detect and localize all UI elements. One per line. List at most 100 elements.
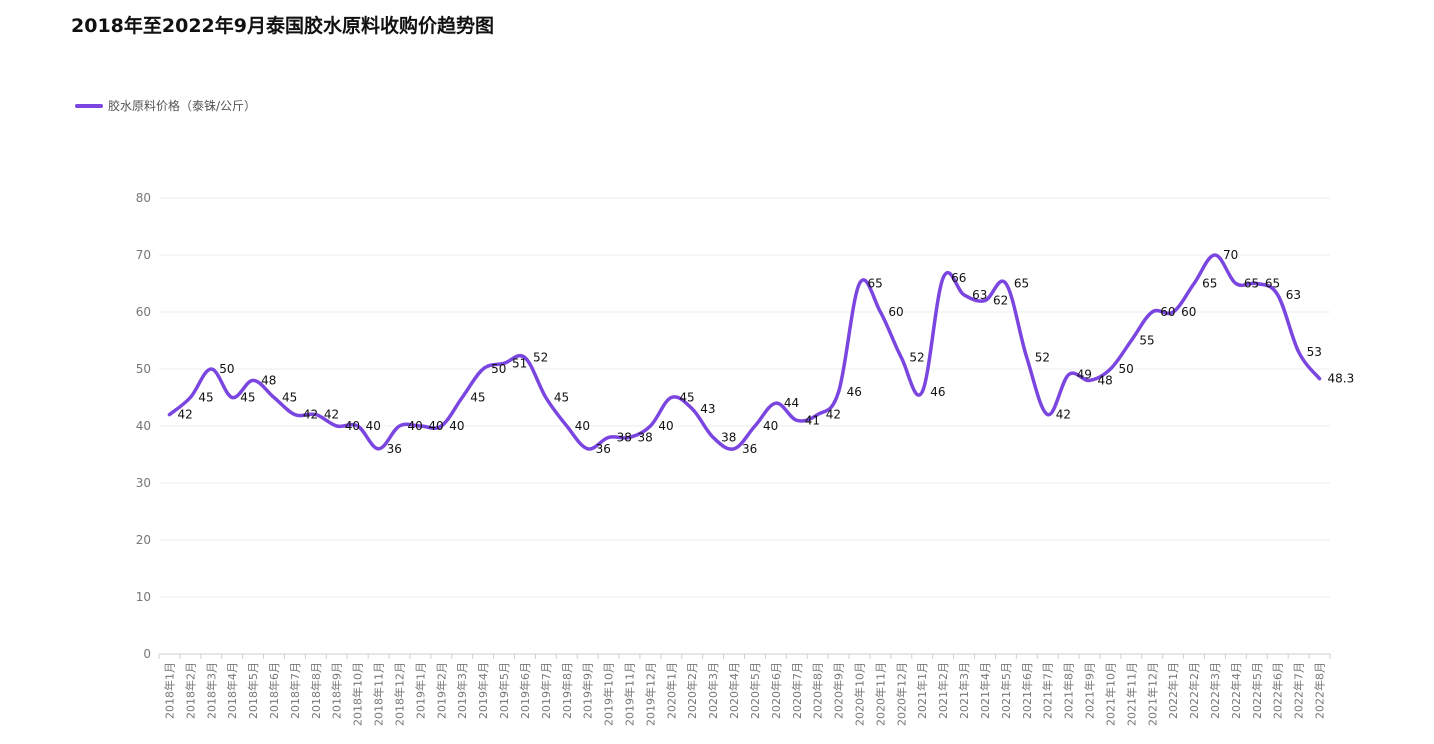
x-tick-label: 2021年4月 (978, 662, 992, 719)
x-tick-label: 2020年10月 (853, 662, 867, 726)
data-label: 60 (1160, 305, 1175, 319)
data-label: 60 (888, 305, 903, 319)
x-tick-label: 2018年6月 (267, 662, 281, 719)
data-label: 65 (1202, 277, 1217, 291)
data-label: 40 (407, 419, 422, 433)
x-tick-label: 2018年5月 (246, 662, 260, 719)
y-tick-label: 10 (136, 590, 151, 604)
x-tick-label: 2018年12月 (392, 662, 406, 726)
x-tick-label: 2021年12月 (1145, 662, 1159, 726)
x-tick-label: 2020年12月 (894, 662, 908, 726)
y-tick-label: 30 (136, 476, 151, 490)
y-axis: 0 10 20 30 40 50 60 70 80 (136, 191, 151, 661)
x-tick-label: 2022年8月 (1313, 662, 1327, 719)
data-label: 46 (930, 385, 945, 399)
y-tick-label: 50 (136, 362, 151, 376)
data-label: 42 (177, 408, 192, 422)
data-label: 62 (993, 294, 1008, 308)
x-tick-label: 2018年1月 (162, 662, 176, 719)
data-label: 38 (721, 430, 736, 444)
data-label: 40 (575, 419, 590, 433)
x-tick-label: 2019年10月 (602, 662, 616, 726)
x-tick-label: 2021年11月 (1124, 662, 1138, 726)
x-tick-label: 2018年2月 (183, 662, 197, 719)
x-tick-label: 2019年11月 (622, 662, 636, 726)
x-tick-label: 2021年2月 (936, 662, 950, 719)
data-label: 50 (219, 362, 234, 376)
x-tick-label: 2019年3月 (455, 662, 469, 719)
data-label: 48 (1098, 373, 1113, 387)
data-label: 45 (554, 391, 569, 405)
data-label: 40 (366, 419, 381, 433)
x-tick-label: 2019年2月 (434, 662, 448, 719)
data-label: 38 (617, 430, 632, 444)
x-tick-label: 2018年3月 (204, 662, 218, 719)
x-tick-label: 2022年4月 (1229, 662, 1243, 719)
x-tick-label: 2021年6月 (1020, 662, 1034, 719)
data-label: 43 (700, 402, 715, 416)
data-label: 48 (261, 373, 276, 387)
series-layer (167, 253, 1322, 451)
x-tick-label: 2020年1月 (664, 662, 678, 719)
data-label: 52 (909, 351, 924, 365)
x-tick-label: 2018年4月 (225, 662, 239, 719)
x-tick-label: 2020年5月 (748, 662, 762, 719)
x-tick-label: 2018年10月 (351, 662, 365, 726)
data-label: 36 (387, 442, 402, 456)
data-label: 65 (868, 277, 883, 291)
data-label: 65 (1244, 277, 1259, 291)
data-label: 40 (658, 419, 673, 433)
data-label: 42 (303, 408, 318, 422)
data-label: 45 (679, 391, 694, 405)
x-tick-label: 2019年5月 (497, 662, 511, 719)
y-tick-label: 40 (136, 419, 151, 433)
x-tick-label: 2019年8月 (560, 662, 574, 719)
series-line[interactable] (167, 253, 1322, 451)
x-tick-label: 2022年6月 (1271, 662, 1285, 719)
x-tick-label: 2022年5月 (1250, 662, 1264, 719)
data-label: 40 (449, 419, 464, 433)
x-tick-label: 2019年12月 (643, 662, 657, 726)
data-label: 46 (847, 385, 862, 399)
x-tick-label: 2021年5月 (999, 662, 1013, 719)
data-label: 52 (1035, 351, 1050, 365)
legend[interactable]: 胶水原料价格（泰铢/公斤） (75, 97, 256, 114)
x-tick-label: 2021年8月 (1062, 662, 1076, 719)
data-label: 53 (1307, 345, 1322, 359)
data-label: 50 (1118, 362, 1133, 376)
data-label: 60 (1181, 305, 1196, 319)
x-tick-label: 2018年8月 (309, 662, 323, 719)
data-label: 63 (972, 288, 987, 302)
y-tick-label: 70 (136, 248, 151, 262)
x-tick-label: 2020年4月 (727, 662, 741, 719)
data-label: 52 (533, 351, 548, 365)
x-tick-label: 2020年2月 (685, 662, 699, 719)
x-tick-label: 2021年7月 (1041, 662, 1055, 719)
data-label: 51 (512, 356, 527, 370)
y-tick-label: 20 (136, 533, 151, 547)
x-tick-label: 2020年7月 (790, 662, 804, 719)
data-label: 40 (345, 419, 360, 433)
x-tick-label: 2019年9月 (581, 662, 595, 719)
x-tick-label: 2019年4月 (476, 662, 490, 719)
data-label: 42 (826, 408, 841, 422)
x-tick-label: 2021年1月 (915, 662, 929, 719)
x-tick-label: 2021年10月 (1103, 662, 1117, 726)
data-label: 44 (784, 396, 799, 410)
x-tick-label: 2022年7月 (1292, 662, 1306, 719)
data-label: 42 (1056, 408, 1071, 422)
x-tick-label: 2021年3月 (957, 662, 971, 719)
x-tick-label: 2020年8月 (811, 662, 825, 719)
legend-label: 胶水原料价格（泰铢/公斤） (108, 99, 257, 113)
data-label: 45 (470, 391, 485, 405)
x-tick-label: 2019年7月 (539, 662, 553, 719)
data-label: 65 (1014, 277, 1029, 291)
data-label: 45 (282, 391, 297, 405)
data-label: 55 (1139, 334, 1154, 348)
data-label: 66 (951, 271, 966, 285)
y-tick-label: 0 (143, 647, 151, 661)
data-label: 40 (428, 419, 443, 433)
data-labels: 42 45 50 45 48 45 42 42 40 40 36 40 40 40 45 50 51 52 45 40… (177, 248, 1354, 456)
grid-lines (159, 197, 1330, 655)
